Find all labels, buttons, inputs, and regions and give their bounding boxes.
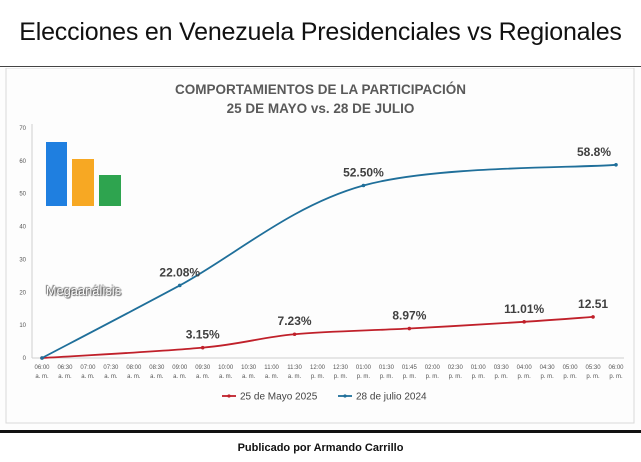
data-label: 52.50% [343, 166, 384, 180]
x-tick-label: 04:00 [517, 365, 533, 371]
x-tick-label-ampm: a. m. [242, 374, 256, 380]
x-tick-label: 12:00 [310, 365, 326, 371]
x-tick-label: 11:30 [287, 365, 302, 371]
logo-bar [46, 142, 67, 206]
legend-label: 28 de julio 2024 [356, 392, 427, 403]
legend-marker [343, 394, 347, 398]
x-tick-label: 01:30 [379, 365, 395, 371]
data-label: 58.8% [577, 145, 611, 159]
data-label: 7.23% [278, 314, 312, 328]
x-tick-label: 05:00 [563, 365, 579, 371]
x-tick-label: 02:30 [448, 365, 464, 371]
x-tick-label: 02:00 [425, 365, 441, 371]
logo-bar [72, 159, 94, 206]
data-label: 8.97% [392, 309, 426, 323]
x-tick-label-ampm: a. m. [288, 374, 302, 380]
y-tick-label: 70 [19, 126, 26, 132]
data-point [614, 163, 618, 167]
x-tick-label: 10:30 [241, 365, 257, 371]
x-tick-label-ampm: p. m. [311, 374, 325, 380]
x-tick-label: 07:00 [80, 365, 96, 371]
x-tick-label: 06:00 [608, 365, 624, 371]
x-tick-label: 04:30 [540, 365, 556, 371]
x-tick-label-ampm: p. m. [380, 374, 394, 380]
x-tick-label: 11:00 [264, 365, 279, 371]
series-line-julio-2024 [41, 163, 617, 359]
x-tick-label-ampm: p. m. [495, 374, 509, 380]
x-tick-label: 01:00 [471, 365, 487, 371]
x-tick-label-ampm: a. m. [104, 374, 118, 380]
data-point [591, 315, 595, 319]
x-tick-label: 08:30 [149, 365, 165, 371]
x-tick-label-ampm: p. m. [472, 374, 486, 380]
y-tick-label: 0 [23, 356, 27, 362]
data-label: 3.15% [186, 328, 220, 342]
x-tick-label: 07:30 [103, 365, 119, 371]
footer-divider [0, 430, 641, 433]
x-tick-label: 06:30 [57, 365, 73, 371]
x-tick-label-ampm: p. m. [449, 374, 463, 380]
chart-panel: COMPORTAMIENTOS DE LA PARTICIPACIÓN 25 D… [0, 68, 641, 430]
x-tick-label-ampm: p. m. [586, 374, 600, 380]
participation-chart: 0 10 20 30 40 50 60 70 06:00 a. m. 06:30 a. m. 07:00… [5, 68, 635, 424]
data-label: 12.51 [578, 297, 608, 311]
x-tick-label-ampm: p. m. [426, 374, 440, 380]
x-tick-label-ampm: a. m. [127, 374, 141, 380]
x-tick-label-ampm: a. m. [196, 374, 210, 380]
chart-border [5, 68, 635, 424]
logo-bar [99, 175, 121, 206]
x-tick-label: 10:00 [218, 365, 234, 371]
y-tick-label: 20 [19, 290, 26, 296]
x-tick-label: 03:30 [494, 365, 510, 371]
x-tick-label: 01:00 [356, 365, 372, 371]
x-tick-label-ampm: p. m. [540, 374, 554, 380]
legend-label: 25 de Mayo 2025 [240, 392, 318, 403]
y-tick-label: 50 [19, 192, 26, 198]
y-tick-label: 60 [19, 159, 26, 165]
footer-credit: Publicado por Armando Carrillo [237, 442, 404, 454]
x-tick-label-ampm: p. m. [403, 374, 417, 380]
headline: Elecciones en Venezuela Presidenciales v… [19, 18, 622, 46]
chart-title: COMPORTAMIENTOS DE LA PARTICIPACIÓN [174, 82, 466, 97]
data-point [200, 345, 205, 350]
data-point [361, 183, 366, 188]
x-tick-label: 09:30 [195, 365, 211, 371]
data-label: 11.01% [504, 302, 544, 316]
header-divider [0, 66, 641, 67]
y-tick-label: 30 [19, 257, 26, 263]
data-label: 22.08% [159, 265, 200, 279]
y-tick-label: 40 [19, 225, 26, 231]
x-tick-label-ampm: p. m. [517, 374, 531, 380]
x-tick-label-ampm: a. m. [265, 374, 279, 380]
x-tick-label-ampm: a. m. [81, 374, 95, 380]
data-point [407, 326, 412, 331]
y-tick-label: 10 [19, 323, 26, 329]
x-tick-label: 01:45 [402, 365, 418, 371]
data-point [177, 283, 182, 288]
data-point [292, 332, 297, 337]
x-tick-label-ampm: a. m. [35, 374, 49, 380]
series-line-mayo-2025 [41, 315, 594, 359]
x-tick-label-ampm: p. m. [563, 374, 577, 380]
x-tick-label: 09:00 [172, 365, 188, 371]
chart-subtitle: 25 DE MAYO vs. 28 DE JULIO [226, 101, 415, 116]
x-tick-label: 12:30 [333, 365, 349, 371]
x-tick-label-ampm: p. m. [609, 374, 623, 380]
x-tick-label-ampm: a. m. [58, 374, 72, 380]
legend-marker [227, 394, 231, 398]
x-tick-label: 05:30 [586, 365, 602, 371]
x-tick-label: 08:00 [126, 365, 142, 371]
x-tick-label: 06:00 [34, 365, 50, 371]
x-tick-label-ampm: a. m. [219, 374, 233, 380]
data-point [40, 356, 44, 360]
x-tick-label-ampm: a. m. [150, 374, 164, 380]
x-tick-label-ampm: a. m. [173, 374, 187, 380]
data-point [522, 320, 526, 324]
x-tick-label-ampm: p. m. [357, 374, 371, 380]
x-tick-label-ampm: p. m. [334, 374, 348, 380]
logo-text: Megaanálisis [46, 284, 122, 298]
